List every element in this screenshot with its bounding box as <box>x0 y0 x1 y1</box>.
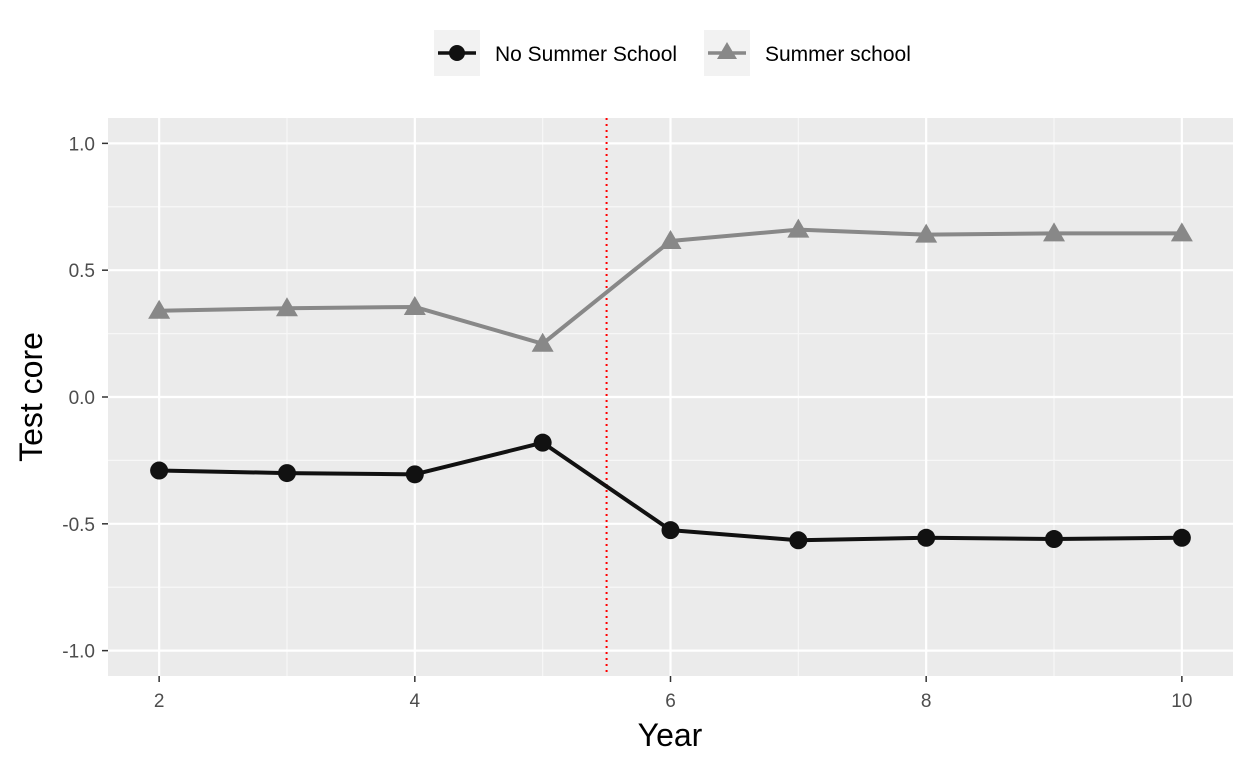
y-tick-label: -1.0 <box>62 642 95 663</box>
data-point-summer-school <box>148 299 171 319</box>
legend-key-marker-summer-school <box>717 42 737 59</box>
y-tick-label: -0.5 <box>62 515 95 536</box>
data-point-summer-school <box>1170 222 1193 242</box>
data-point-no-summer-school <box>1045 530 1064 549</box>
data-point-summer-school <box>659 230 682 250</box>
data-point-summer-school <box>531 332 554 352</box>
legend: No Summer School Summer school <box>434 30 911 76</box>
data-point-summer-school <box>275 297 298 317</box>
x-tick-label: 10 <box>1171 691 1192 712</box>
series-layer <box>148 218 1193 550</box>
data-point-no-summer-school <box>917 528 936 547</box>
x-tick-label: 4 <box>410 691 421 712</box>
y-tick-label: 0.5 <box>69 261 95 282</box>
x-tick-label: 6 <box>665 691 676 712</box>
data-point-summer-school <box>403 295 426 315</box>
y-axis: -1.0 -0.5 0.0 0.5 1.0 <box>62 134 108 663</box>
y-axis-title: Test core <box>13 332 49 462</box>
data-point-no-summer-school <box>661 521 680 540</box>
x-tick-label: 8 <box>921 691 932 712</box>
legend-key-marker-no-summer-school <box>449 45 465 61</box>
data-point-no-summer-school <box>789 531 808 550</box>
legend-label-summer-school: Summer school <box>765 43 911 66</box>
x-tick-label: 2 <box>154 691 165 712</box>
data-point-summer-school <box>915 223 938 243</box>
data-point-no-summer-school <box>533 433 552 452</box>
x-axis: 2 4 6 8 10 <box>154 676 1192 712</box>
data-point-no-summer-school <box>150 461 169 480</box>
data-point-no-summer-school <box>1172 528 1191 547</box>
data-point-summer-school <box>787 218 810 238</box>
legend-label-no-summer-school: No Summer School <box>495 43 677 66</box>
data-point-no-summer-school <box>277 464 296 483</box>
y-tick-label: 1.0 <box>69 134 95 155</box>
data-point-summer-school <box>1043 222 1066 242</box>
x-axis-title: Year <box>638 717 703 753</box>
y-tick-label: 0.0 <box>69 388 95 409</box>
data-point-no-summer-school <box>405 465 424 484</box>
